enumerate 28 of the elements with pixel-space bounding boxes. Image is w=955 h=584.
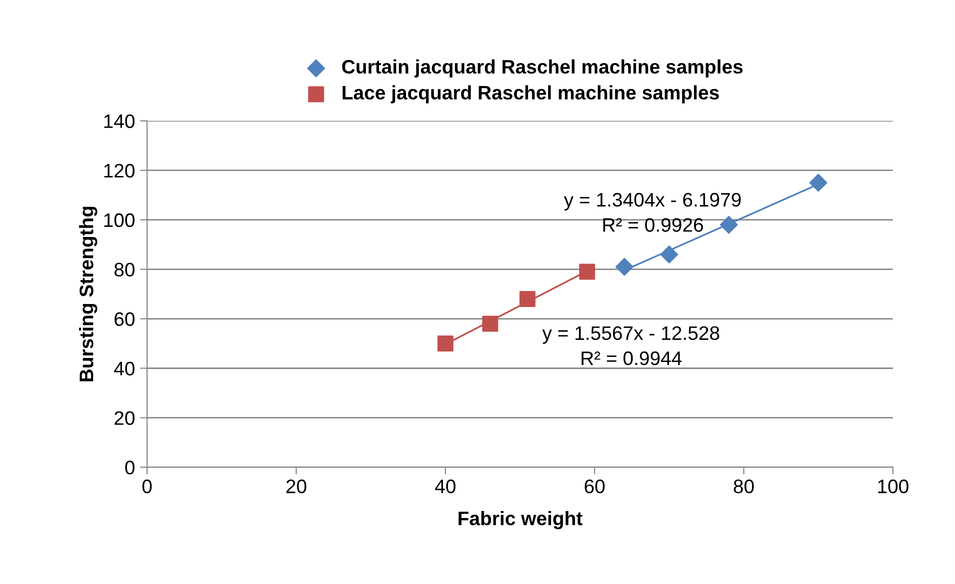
- x-tick-label: 100: [878, 480, 908, 494]
- y-axis-title: Bursting Strengthg: [79, 206, 98, 382]
- point: [616, 258, 634, 276]
- point: [482, 316, 498, 332]
- y-tick-label: 0: [125, 460, 135, 474]
- x-tick-label: 20: [286, 480, 306, 494]
- point: [437, 336, 454, 352]
- point: [809, 174, 828, 192]
- x-tick-label: 60: [584, 480, 605, 494]
- y-tick-label: 60: [114, 312, 135, 326]
- x-tick-label: 40: [435, 480, 456, 494]
- legend-label: Curtain jacquard Raschel machine samples: [342, 59, 743, 78]
- y-tick-label: 20: [114, 411, 135, 425]
- y-tick-label: 100: [104, 213, 135, 228]
- y-tick-label: 40: [114, 362, 135, 376]
- y-tick-label: 140: [104, 114, 135, 128]
- x-axis-title: Fabric weight: [458, 511, 582, 530]
- y-tick-label: 120: [104, 164, 135, 178]
- point: [720, 216, 738, 234]
- x-tick-label: 80: [734, 480, 754, 494]
- point: [579, 264, 596, 280]
- x-tick-label: 0: [142, 480, 152, 494]
- annotation: y = 1.3404x - 6.1979 R² = 0.9926: [564, 192, 741, 232]
- annotation: y = 1.5567x - 12.528 R² = 0.9944: [542, 326, 720, 366]
- point: [519, 291, 536, 307]
- y-tick-label: 80: [114, 262, 135, 277]
- point: [660, 246, 678, 264]
- legend-label: Lace jacquard Raschel machine samples: [342, 85, 719, 104]
